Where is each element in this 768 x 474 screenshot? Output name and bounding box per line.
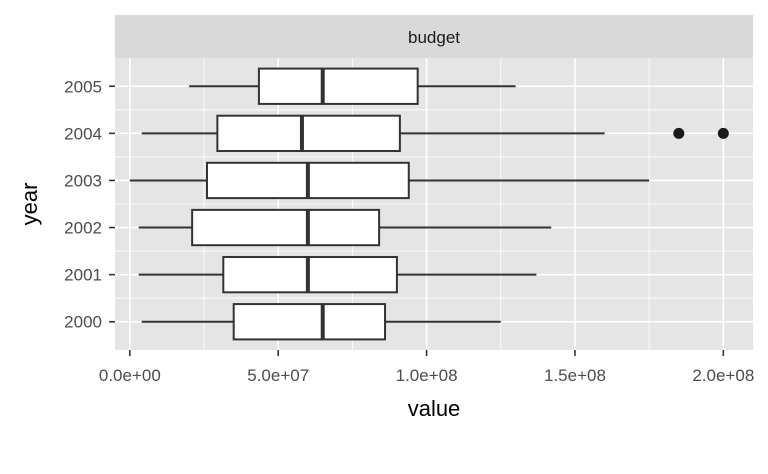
iqr-box (257, 67, 419, 105)
outlier-point (673, 127, 685, 139)
x-tick-label: 1.0e+08 (396, 366, 458, 385)
box-2002 (138, 208, 552, 247)
y-tick-label: 2001 (64, 266, 102, 285)
iqr-box (191, 208, 381, 247)
iqr-box (216, 114, 401, 153)
y-tick-label: 2000 (64, 313, 102, 332)
y-tick-label: 2004 (64, 124, 102, 143)
iqr-box (232, 303, 387, 341)
box-2000 (141, 303, 501, 341)
box-2004 (141, 114, 729, 153)
y-tick-label: 2002 (64, 219, 102, 238)
strip-background (115, 15, 753, 58)
x-tick-label: 5.0e+07 (247, 366, 309, 385)
iqr-box (222, 255, 398, 294)
x-tick-label: 0.0e+00 (99, 366, 161, 385)
box-2001 (138, 255, 537, 294)
y-tick-label: 2003 (64, 171, 102, 190)
outlier-point (717, 127, 729, 139)
y-tick-label: 2005 (64, 77, 102, 96)
y-axis-title: year (17, 183, 42, 226)
y-axis: 2000 2001 2002 2003 2004 2005 (64, 77, 115, 332)
box-2003 (129, 161, 650, 200)
x-tick-label: 2.0e+08 (692, 366, 754, 385)
x-tick-label: 1.5e+08 (544, 366, 606, 385)
box-2005 (189, 67, 516, 105)
boxplot-series (129, 67, 729, 341)
strip-label: budget (408, 28, 460, 47)
x-axis-title: value (408, 396, 461, 421)
x-axis: 0.0e+00 5.0e+07 1.0e+08 1.5e+08 2.0e+08 (99, 350, 754, 385)
